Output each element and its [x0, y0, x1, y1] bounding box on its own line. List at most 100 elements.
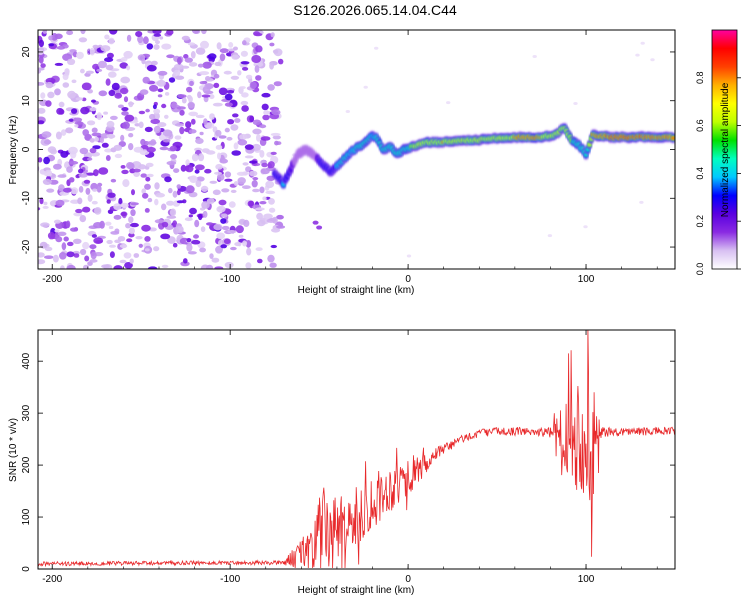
- spectrogram-noise-cell: [273, 81, 282, 87]
- spectrogram-noise-cell: [169, 145, 177, 152]
- spectrogram-noise-cell: [244, 155, 254, 159]
- spectrogram-noise-cell: [48, 35, 53, 41]
- spectrogram-noise-cell: [60, 129, 67, 136]
- spectrogram-noise-cell: [74, 121, 84, 125]
- spectrogram-noise-cell: [270, 132, 281, 137]
- spectrogram-noise-cell: [206, 222, 214, 226]
- spectrogram-noise-cell: [87, 194, 93, 202]
- spectrogram-noise-cell: [240, 100, 249, 106]
- spectrogram-noise-cell: [54, 62, 64, 66]
- spectrogram-noise-cell: [154, 198, 159, 206]
- spectrogram-noise-cell: [187, 251, 197, 255]
- spectrogram-noise-cell: [128, 216, 134, 224]
- colorbar-tick-label: 0.0: [695, 263, 705, 276]
- spectrogram-noise-cell: [161, 264, 169, 268]
- spectrogram-noise-cell: [74, 124, 79, 128]
- spectrogram-noise-cell: [312, 220, 319, 225]
- spectrogram-noise-cell: [251, 55, 262, 63]
- spectrogram-noise-cell: [92, 188, 98, 192]
- spectrogram-noise-cell: [219, 158, 228, 164]
- spectrogram-noise-cell: [80, 68, 85, 74]
- spectrogram-noise-cell: [157, 88, 164, 93]
- spectrogram-noise-cell: [262, 196, 267, 201]
- spectrogram-y-tick-label: 10: [21, 95, 32, 107]
- spectrogram-noise-cell: [129, 258, 134, 264]
- spectrogram-noise-cell: [97, 60, 107, 69]
- spectrogram-noise-cell: [83, 264, 89, 269]
- spectrogram-noise-cell: [199, 247, 207, 253]
- spectrogram-noise-cell: [195, 138, 204, 144]
- spectrogram-noise-cell: [259, 150, 265, 158]
- spectrogram-noise-cell: [186, 86, 193, 93]
- spectrogram-noise-cell: [38, 39, 45, 48]
- spectrogram-noise-cell: [180, 164, 187, 172]
- spectrogram-noise-cell: [172, 220, 178, 228]
- spectrogram-noise-cell: [215, 163, 223, 170]
- spectrogram-noise-cell: [41, 131, 52, 138]
- spectrogram-noise-cell: [245, 262, 252, 269]
- spectrogram-noise-cell: [635, 53, 640, 57]
- spectrogram-noise-cell: [126, 238, 133, 243]
- spectrogram-noise-cell: [183, 258, 188, 264]
- spectrogram-noise-cell: [75, 208, 83, 214]
- spectrogram-noise-cell: [242, 67, 249, 71]
- spectrogram-noise-cell: [199, 71, 210, 76]
- spectrogram-noise-cell: [164, 92, 170, 96]
- spectrogram-noise-cell: [532, 55, 537, 58]
- spectrogram-noise-cell: [182, 199, 187, 204]
- spectrogram-noise-cell: [104, 34, 110, 40]
- spectrogram-noise-cell: [172, 190, 178, 198]
- spectrogram-noise-cell: [191, 30, 200, 34]
- spectrogram-noise-cell: [147, 266, 158, 269]
- spectrogram-noise-cell: [59, 252, 67, 260]
- spectrogram-noise-cell: [206, 264, 214, 269]
- spectrogram-noise-cell: [132, 168, 141, 173]
- spectrogram-noise-cell: [200, 185, 209, 192]
- spectrogram-noise-cell: [237, 139, 248, 146]
- spectrogram-noise-cell: [174, 135, 182, 140]
- spectrogram-ridge: [272, 123, 675, 230]
- spectrogram-noise-cell: [109, 244, 116, 248]
- spectrogram-noise-cell: [226, 90, 235, 94]
- spectrogram-noise-cell: [262, 114, 270, 121]
- snr-y-tick-label: 0: [21, 566, 32, 572]
- spectrogram-noise-cell: [89, 107, 97, 112]
- spectrogram-noise-cell: [176, 106, 186, 110]
- spectrogram-noise-cell: [202, 85, 211, 94]
- spectrogram-noise-cell: [128, 227, 135, 235]
- spectrogram-noise-cell: [55, 131, 62, 140]
- spectrogram-noise-cell: [42, 30, 47, 34]
- snr-y-axis-label: SNR (10 * v/v): [8, 418, 19, 482]
- spectrogram-noise-cell: [153, 33, 162, 37]
- spectrogram-noise-cell: [85, 187, 91, 195]
- spectrogram-noise-cell: [80, 30, 86, 35]
- spectrogram-noise-cell: [272, 135, 281, 140]
- spectrogram-noise-cell: [128, 101, 134, 108]
- spectrogram-noise-cell: [134, 123, 141, 127]
- spectrogram-noise-cell: [181, 35, 190, 41]
- spectrogram-noise-cell: [98, 167, 109, 175]
- spectrogram-noise-cell: [255, 207, 265, 211]
- spectrogram-noise-cell: [139, 89, 149, 95]
- spectrogram-noise-cell: [237, 70, 242, 76]
- spectrogram-noise-cell: [215, 129, 222, 137]
- spectrogram-noise-cell: [170, 154, 178, 160]
- spectrogram-noise-cell: [252, 177, 259, 181]
- spectrogram-noise-cell: [121, 169, 129, 175]
- spectrogram-noise-cell: [224, 93, 233, 101]
- colorbar: 0.0 0.2 0.4 0.6 0.8 Normalized spectral ampl…: [695, 29, 741, 276]
- spectrogram-noise-cell: [269, 42, 275, 47]
- spectrogram-noise-cell: [89, 244, 97, 250]
- spectrogram-noise-cell: [406, 254, 412, 258]
- spectrogram-noise-cell: [195, 114, 205, 119]
- spectrogram-noise-cell: [64, 68, 70, 75]
- spectrogram-noise-cell: [268, 198, 275, 205]
- spectrogram-noise-cell: [276, 225, 286, 229]
- spectrogram-noise-cell: [169, 208, 177, 217]
- spectrogram-noise-cell: [105, 78, 111, 86]
- colorbar-tick-label: 0.4: [695, 167, 705, 180]
- spectrogram-noise-cell: [188, 129, 197, 134]
- spectrogram-noise-cell: [162, 129, 173, 137]
- spectrogram-noise-cell: [246, 247, 252, 256]
